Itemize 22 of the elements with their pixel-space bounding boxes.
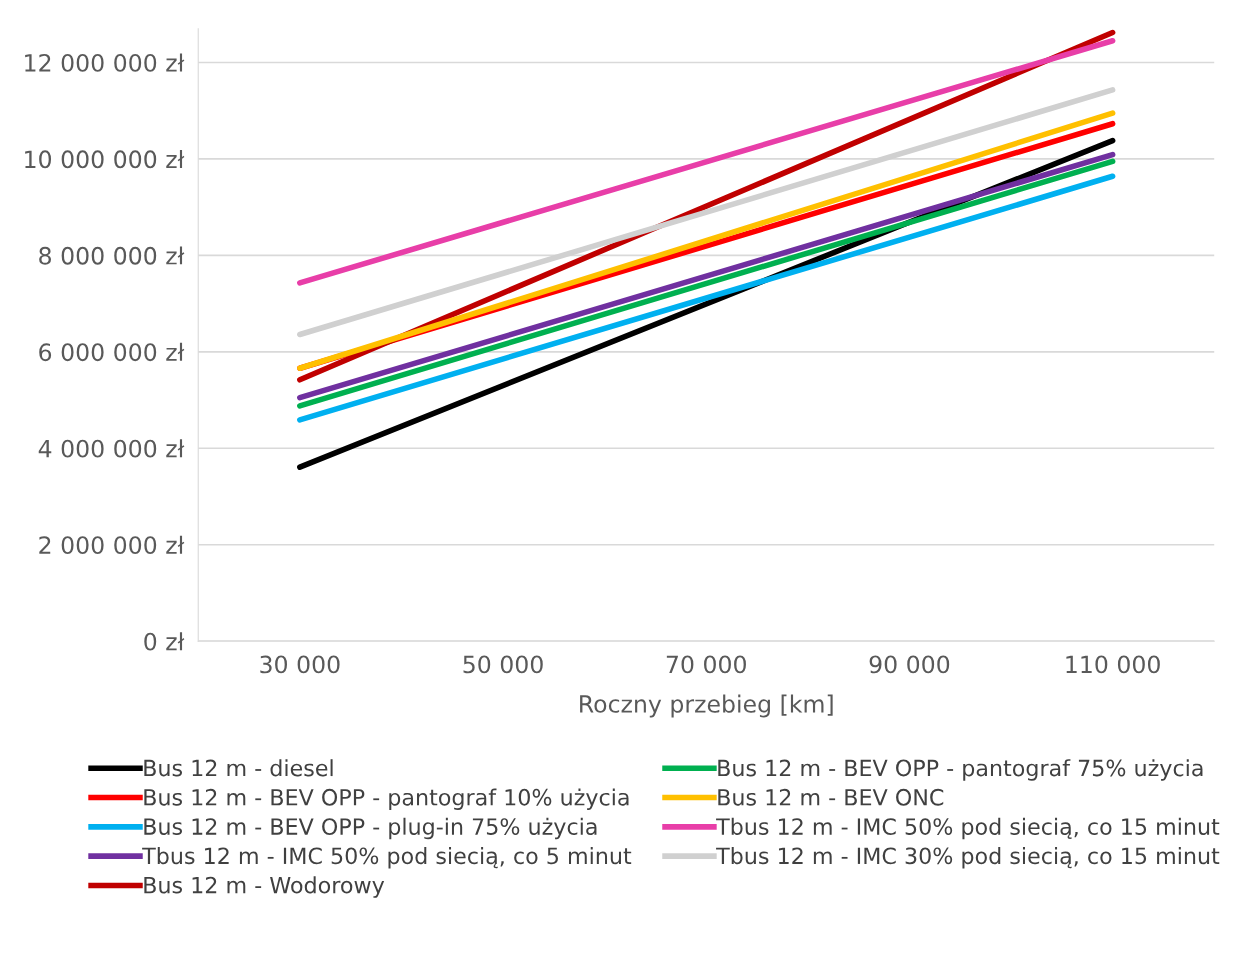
legend-label: Bus 12 m - BEV OPP - pantograf 75% użycia (718, 759, 1203, 781)
x-tick-label: 50 000 (463, 655, 543, 674)
y-tick-label: 4 000 000 zł (38, 439, 185, 458)
x-tick-label: 70 000 (666, 655, 746, 674)
legend-label: Bus 12 m - diesel (144, 759, 333, 777)
x-axis-title: Roczny przebieg [km] (580, 694, 833, 718)
x-tick-label: 30 000 (260, 655, 340, 674)
legend-label: Bus 12 m - BEV ONC (718, 788, 944, 806)
legend-label: Tbus 12 m - IMC 50% pod siecią, co 5 minut (142, 847, 632, 869)
y-tick-label: 2 000 000 zł (39, 535, 185, 555)
x-tick-label: 90 000 (869, 655, 950, 674)
x-tick-label: 110 000 (1066, 655, 1160, 674)
y-tick-label: 8 000 000 zł (39, 246, 185, 265)
legend-label: Tbus 12 m - IMC 50% pod siecią, co 15 minut (716, 817, 1220, 840)
legend-label: Bus 12 m - BEV OPP - pantograf 10% użycia (144, 788, 629, 810)
y-tick-label: 10 000 000 zł (25, 149, 185, 169)
y-tick-label: 6 000 000 zł (39, 342, 185, 362)
y-tick-label: 0 zł (144, 632, 185, 651)
y-tick-label: 12 000 000 zł (25, 53, 185, 72)
legend-label: Bus 12 m - BEV OPP - plug-in 75% użycia (144, 817, 597, 840)
legend-label: Tbus 12 m - IMC 30% pod siecią, co 15 minut (716, 847, 1220, 869)
legend-label: Bus 12 m - Wodorowy (144, 876, 385, 898)
